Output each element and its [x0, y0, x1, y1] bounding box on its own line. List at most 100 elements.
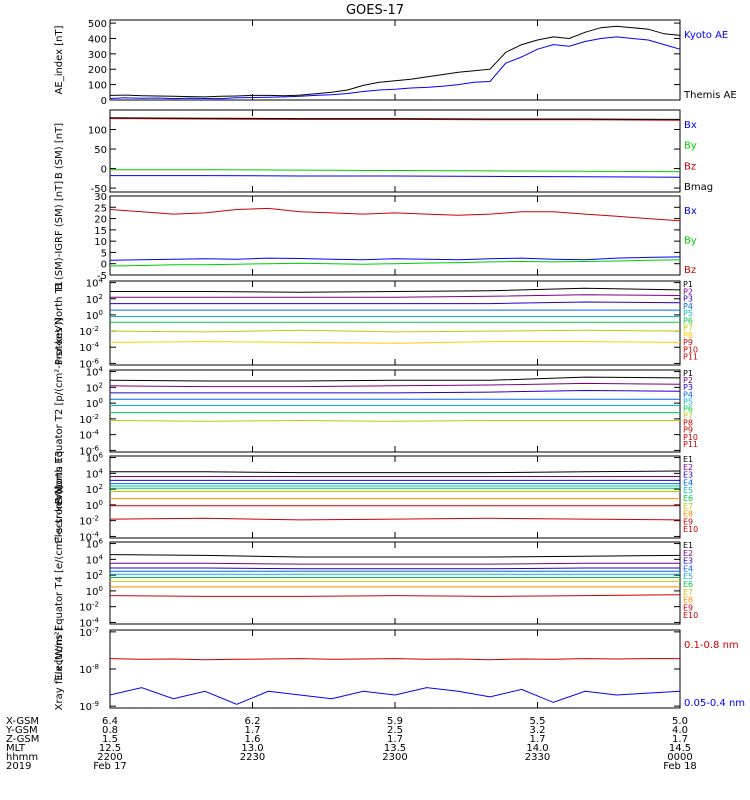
panel-electrons_equator: 106 104 102 100 10-2 10-4 Electrons Equator T4… — [54, 485, 698, 680]
x-row-label: 2019 — [6, 761, 31, 772]
series-line-Kyoto AE — [109, 36, 681, 100]
x-cell: 14.5 — [669, 743, 691, 754]
series-line-P7 — [109, 329, 681, 333]
legend-label: E7 — [683, 502, 693, 511]
y-tick-label: 100 — [86, 499, 103, 512]
y-tick-label: 100 — [88, 126, 107, 137]
legend-label: P10 — [683, 433, 698, 442]
y-tick-label: 300 — [88, 50, 107, 61]
legend-label: P11 — [683, 353, 698, 362]
y-tick-label: 104 — [86, 553, 104, 566]
x-cell: Feb 17 — [93, 761, 127, 772]
series-line-Bx — [109, 256, 681, 261]
x-cell: 13.5 — [384, 743, 406, 754]
y-tick-label: 102 — [86, 483, 103, 496]
panel-frame — [109, 369, 681, 453]
y-tick-label: 5 — [101, 248, 107, 259]
x-cell: 0000 — [667, 752, 692, 763]
legend-label: E8 — [683, 510, 693, 519]
y-tick-label: 104 — [86, 366, 104, 379]
legend-label: E1 — [683, 541, 693, 550]
legend-label: P1 — [683, 280, 693, 289]
y-axis-label: AE_index [nT] — [54, 25, 65, 94]
series-line-P3 — [110, 301, 681, 305]
y-axis-label: Electrons Equator T4 [e/(cm²-s-sr-keV)] — [54, 485, 65, 680]
x-cell: 2230 — [240, 752, 265, 763]
chart-title: GOES-17 — [346, 3, 404, 18]
legend-label: E9 — [683, 517, 693, 526]
y-tick-label: 106 — [86, 452, 104, 465]
panel-bsm: -50 0 50 100 B (SM) [nT] Bx By Bz Bmag — [54, 109, 713, 195]
y-tick-label: 10-2 — [79, 601, 99, 614]
y-axis-label: B (SM) [nT] — [54, 123, 65, 179]
legend-label: P8 — [683, 419, 693, 428]
legend-label: E10 — [683, 611, 698, 620]
series-line-P2 — [109, 382, 681, 388]
y-tick-label: 100 — [86, 585, 103, 598]
x-cell: 2300 — [382, 752, 407, 763]
x-row-label: Z-GSM — [6, 734, 39, 745]
x-cell: 2330 — [525, 752, 550, 763]
x-row-label: X-GSM — [6, 716, 39, 727]
legend-label: P1 — [683, 369, 693, 378]
legend-label: E10 — [683, 525, 698, 534]
y-tick-label: 10 — [94, 237, 107, 248]
legend-label: Kyoto AE — [684, 30, 728, 41]
y-tick-label: 10-8 — [79, 663, 99, 676]
x-row-label: hhmm — [6, 752, 38, 763]
series-line-Bmag — [109, 117, 681, 120]
y-axis-label: Protons Equator T2 [p/(cm²-s-sr-keV)] — [54, 318, 65, 505]
y-tick-label: 20 — [94, 215, 107, 226]
series-line-E10 — [109, 517, 681, 521]
x-cell: 1.7 — [387, 734, 403, 745]
legend-label: P7 — [683, 324, 693, 333]
legend-label: E7 — [683, 588, 693, 597]
legend-label: By — [684, 236, 697, 247]
legend-label: 0.05-0.4 nm — [684, 698, 745, 709]
legend-label: By — [684, 141, 697, 152]
legend-label: Bz — [684, 265, 696, 276]
legend-label: E2 — [683, 463, 693, 472]
y-tick-label: 104 — [86, 467, 104, 480]
legend-label: E3 — [683, 471, 693, 480]
legend-label: E6 — [683, 494, 693, 503]
x-cell: 1.7 — [530, 734, 546, 745]
series-line-Themis AE — [109, 25, 681, 98]
series-line-E1 — [110, 470, 681, 474]
x-cell: 3.2 — [530, 725, 546, 736]
series-line-By — [110, 169, 681, 173]
y-axis-label: Protons North T1 — [54, 281, 65, 365]
series-line-0.1-0.8 nm — [109, 658, 680, 661]
legend-label: P4 — [683, 390, 693, 399]
legend-label: P6 — [683, 316, 693, 325]
series-line-P1 — [110, 287, 681, 293]
x-cell: 2.5 — [387, 725, 403, 736]
legend-label: Bx — [684, 206, 697, 217]
series-line-By — [109, 259, 681, 267]
legend-label: E5 — [683, 572, 693, 581]
legend-label: Bz — [684, 161, 696, 172]
panel-frame — [109, 541, 681, 625]
x-cell: 6.2 — [245, 716, 261, 727]
legend-label: P6 — [683, 404, 693, 413]
y-tick-label: 102 — [86, 381, 103, 394]
x-cell: 4.0 — [672, 725, 688, 736]
x-cell: 13.0 — [241, 743, 263, 754]
panel-xray: 10-7 10-8 10-9 Xray flux [W/m²] 0.1-0.8 nm 0.… — [54, 626, 745, 713]
y-tick-label: 10-2 — [79, 325, 99, 338]
y-tick-label: 106 — [86, 538, 104, 551]
series-line-E3 — [110, 567, 680, 570]
y-tick-label: 0 — [101, 96, 107, 107]
y-tick-label: 100 — [86, 309, 103, 322]
y-tick-label: 10-4 — [79, 429, 99, 442]
y-tick-label: 100 — [88, 81, 107, 92]
y-tick-label: 10-4 — [79, 616, 99, 629]
y-tick-label: 10-2 — [79, 413, 99, 426]
legend-label: Bx — [684, 120, 697, 131]
legend-label: P8 — [683, 331, 693, 340]
panel-frame — [109, 629, 681, 709]
series-line-Bz — [109, 118, 681, 121]
y-tick-label: 15 — [94, 226, 107, 237]
